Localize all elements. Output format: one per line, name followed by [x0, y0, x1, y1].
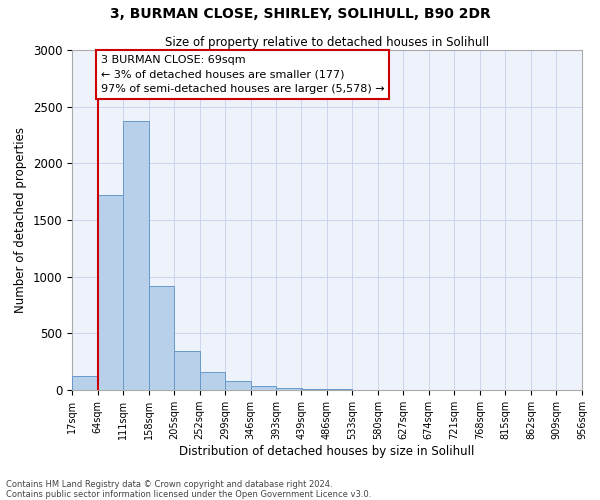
Bar — [251, 386, 276, 390]
Title: Size of property relative to detached houses in Solihull: Size of property relative to detached ho… — [165, 36, 489, 49]
Bar — [276, 388, 302, 390]
Bar — [123, 122, 149, 390]
Bar — [174, 351, 200, 390]
Y-axis label: Number of detached properties: Number of detached properties — [14, 127, 27, 313]
Text: 3 BURMAN CLOSE: 69sqm
← 3% of detached houses are smaller (177)
97% of semi-deta: 3 BURMAN CLOSE: 69sqm ← 3% of detached h… — [101, 54, 385, 94]
Bar — [98, 195, 123, 390]
Bar — [200, 372, 225, 390]
Bar — [301, 389, 327, 390]
Text: 3, BURMAN CLOSE, SHIRLEY, SOLIHULL, B90 2DR: 3, BURMAN CLOSE, SHIRLEY, SOLIHULL, B90 … — [110, 8, 490, 22]
Bar — [149, 286, 174, 390]
Bar — [225, 381, 251, 390]
Text: Contains HM Land Registry data © Crown copyright and database right 2024.
Contai: Contains HM Land Registry data © Crown c… — [6, 480, 371, 499]
X-axis label: Distribution of detached houses by size in Solihull: Distribution of detached houses by size … — [179, 445, 475, 458]
Bar — [72, 376, 98, 390]
